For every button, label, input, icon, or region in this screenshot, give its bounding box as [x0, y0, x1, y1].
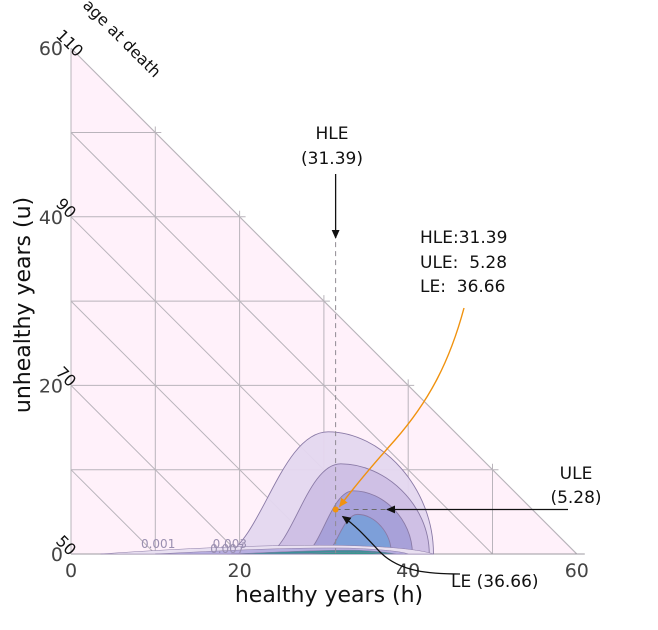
- gridline-age: [70, 132, 493, 555]
- contour-band-4: [325, 513, 392, 555]
- annotations: HLE (31.39) HLE:31.39 ULE: 5.28 LE: 36.6…: [301, 124, 602, 592]
- x-tick-label: 60: [565, 560, 589, 582]
- x-tick-label: 0: [65, 560, 77, 582]
- y-tick-label: 40: [39, 207, 63, 229]
- summary-arrow: [339, 307, 465, 508]
- gridline-age: [70, 469, 156, 555]
- contour-tail-4: [290, 551, 385, 555]
- contour-label: 0.001: [141, 537, 175, 551]
- le-label: LE (36.66): [451, 572, 539, 592]
- summary-hle: HLE:31.39: [420, 228, 507, 248]
- gridline-age: [70, 385, 240, 555]
- hle-value: (31.39): [301, 149, 363, 169]
- y-tick-label: 60: [39, 38, 63, 60]
- y-tick-label: 20: [39, 375, 63, 397]
- x-tick-label: 20: [228, 560, 252, 582]
- expectancy-point: [332, 506, 339, 513]
- x-axis-title: healthy years (h): [235, 583, 423, 608]
- hle-label: HLE: [316, 124, 349, 144]
- ule-value: (5.28): [550, 488, 601, 508]
- x-tick-label: 40: [396, 560, 420, 582]
- y-tick-label: 0: [51, 544, 63, 566]
- summary-ule: ULE: 5.28: [420, 253, 507, 273]
- contour-label: 0.003: [213, 537, 247, 551]
- y-axis-title: unhealthy years (u): [11, 197, 36, 413]
- le-arrow: [341, 515, 461, 575]
- contour-label: 0.007: [210, 542, 244, 556]
- hypotenuse: [70, 47, 578, 555]
- summary-le: LE: 36.66: [420, 277, 505, 297]
- ule-label: ULE: [560, 464, 593, 484]
